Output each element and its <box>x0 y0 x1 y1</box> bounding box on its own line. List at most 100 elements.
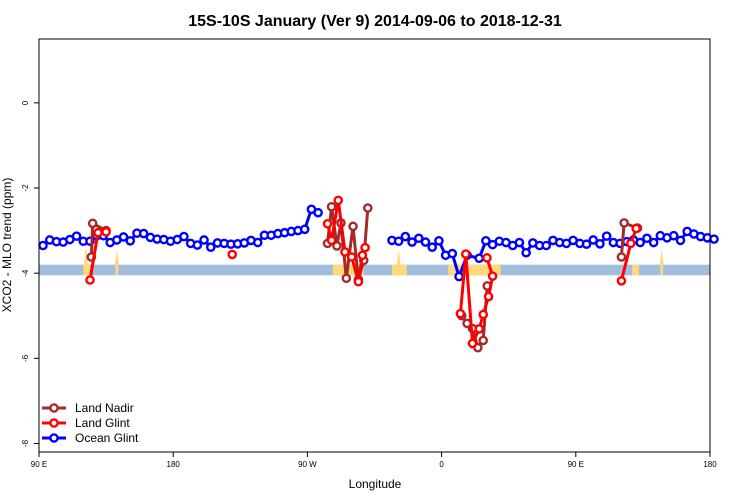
y-tick-label: -4 <box>21 269 30 277</box>
land-glint-point <box>455 308 466 319</box>
land-glint-series <box>85 195 641 350</box>
land-spike <box>114 249 119 265</box>
ocean-glint-point <box>400 231 411 242</box>
land-nadir-point <box>341 273 352 284</box>
ocean-glint-point <box>205 242 216 253</box>
land-glint-point <box>353 276 364 287</box>
land-glint-point <box>360 242 370 253</box>
ocean-glint-point <box>199 235 209 245</box>
ocean-glint-point <box>668 230 679 241</box>
land-nadir-point <box>332 241 342 251</box>
x-axis-label: Longitude <box>349 477 402 491</box>
ocean-glint-point <box>179 231 189 242</box>
ocean-glint-point <box>420 237 431 247</box>
land-nadir-series <box>86 201 643 353</box>
y-tick-label: -8 <box>21 439 30 447</box>
ocean-glint-point <box>38 240 48 251</box>
land-glint-point <box>326 235 337 246</box>
land-spike <box>83 245 88 265</box>
ocean-glint-point <box>192 240 203 250</box>
ocean-glint-point <box>481 236 491 246</box>
ocean-glint-point <box>541 240 552 251</box>
land-glint-point <box>85 275 95 285</box>
ocean-glint-point <box>601 231 612 241</box>
ocean-glint-point <box>635 237 646 248</box>
ocean-glint-point <box>252 237 263 248</box>
ocean-glint-point <box>588 235 599 245</box>
land-glint-point <box>93 227 103 238</box>
land-ocean-band <box>39 245 710 276</box>
plot-frame <box>38 38 711 453</box>
ocean-glint-point <box>447 248 458 259</box>
y-tick-label: -2 <box>21 184 30 192</box>
land-nadir-point <box>87 218 98 229</box>
ocean-glint-point <box>595 238 605 249</box>
legend-item-ocean-glint: Ocean Glint <box>42 431 139 445</box>
ocean-glint-point <box>393 236 404 247</box>
x-tick-label: 0 <box>439 460 444 469</box>
land-glint-point <box>487 271 498 281</box>
land-segment <box>448 264 501 276</box>
series-layer <box>38 195 719 353</box>
y-tick-label: 0 <box>21 100 30 105</box>
x-tick-label: 90 E <box>568 460 584 469</box>
land-segment <box>83 264 90 276</box>
y-axis-label: XCO2 - MLO trend (ppm) <box>0 178 14 313</box>
land-nadir-point <box>348 221 358 232</box>
legend-swatch-marker <box>49 418 59 428</box>
land-glint-point <box>227 249 238 260</box>
ocean-glint-point <box>313 207 323 218</box>
land-glint-point <box>357 250 368 261</box>
x-tick-label: 90 E <box>31 460 47 469</box>
land-nadir-point <box>619 218 629 228</box>
ocean-glint-point <box>118 232 129 242</box>
ocean-glint-point <box>407 237 417 247</box>
legend-item-land-nadir: Land Nadir <box>42 401 134 415</box>
ocean-glint-point <box>138 228 149 239</box>
legend-swatch-marker <box>49 403 59 413</box>
land-glint-point <box>483 291 494 302</box>
land-nadir-line <box>89 206 639 352</box>
ocean-glint-point <box>427 242 438 253</box>
land-nadir-point <box>616 252 627 262</box>
land-glint-point <box>322 218 333 229</box>
land-glint-point <box>460 249 471 259</box>
land-segment <box>632 264 639 276</box>
ocean-glint-point <box>521 247 531 258</box>
land-nadir-point <box>362 203 373 213</box>
land-nadir-point <box>326 201 337 212</box>
ocean-glint-point <box>474 253 484 264</box>
ocean-glint-point <box>299 224 310 235</box>
legend-label: Ocean Glint <box>75 431 139 445</box>
land-nadir-point <box>478 335 489 346</box>
ocean-glint-point <box>648 237 659 248</box>
land-glint-point <box>478 309 489 320</box>
ocean-glint-point <box>514 237 525 248</box>
ocean-glint-point <box>125 236 136 246</box>
legend-swatch-marker <box>49 433 59 443</box>
ocean-glint-point <box>642 233 652 244</box>
x-tick-label: 180 <box>703 460 717 469</box>
land-glint-point <box>333 195 344 206</box>
ocean-glint-series <box>38 204 719 282</box>
land-spike <box>659 249 664 265</box>
legend-item-land-glint: Land Glint <box>42 416 130 430</box>
land-glint-point <box>631 223 641 234</box>
land-segment <box>660 264 664 276</box>
x-tick-label: 180 <box>167 460 181 469</box>
x-tick-label: 90 W <box>298 460 317 469</box>
ocean-glint-point <box>709 234 719 244</box>
y-axis: 0 -2 -4 -6 -8 <box>21 100 39 447</box>
land-glint-point <box>467 338 478 349</box>
chart-title: 15S-10S January (Ver 9) 2014-09-06 to 20… <box>188 13 562 30</box>
legend-label: Land Nadir <box>75 401 134 415</box>
land-glint-point <box>101 227 111 237</box>
ocean-glint-point <box>434 236 444 246</box>
ocean-glint-point <box>454 271 464 282</box>
ocean-band <box>39 264 710 276</box>
x-axis: 90 E 180 90 W 0 90 E 180 <box>31 452 717 469</box>
legend-label: Land Glint <box>75 416 130 430</box>
land-glint-point <box>346 252 357 262</box>
